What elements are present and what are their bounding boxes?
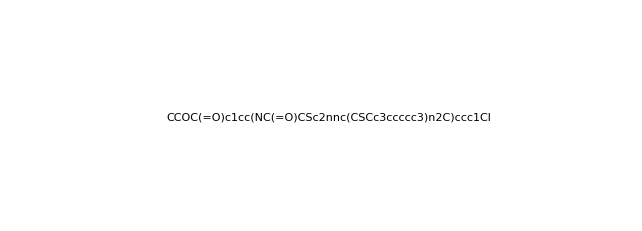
Text: CCOC(=O)c1cc(NC(=O)CSc2nnc(CSCc3ccccc3)n2C)ccc1Cl: CCOC(=O)c1cc(NC(=O)CSc2nnc(CSCc3ccccc3)n… <box>166 112 492 122</box>
